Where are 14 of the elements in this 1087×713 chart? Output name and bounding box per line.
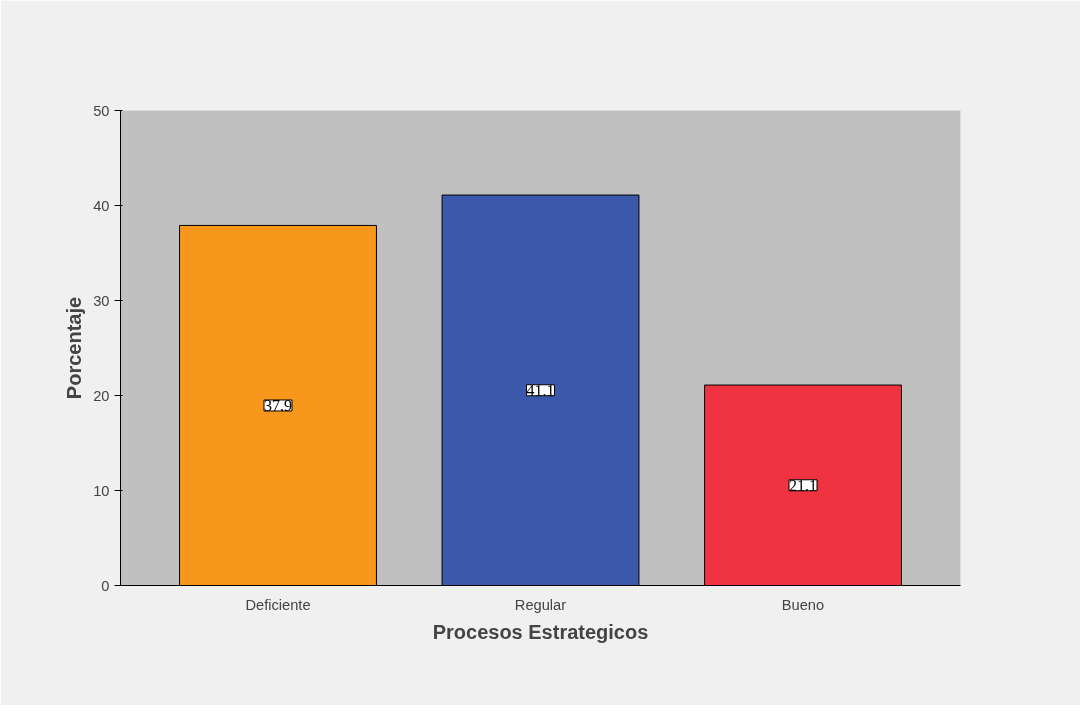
y-tick-label: 40 — [93, 197, 110, 214]
x-axis-title: Procesos Estrategicos — [432, 620, 649, 643]
data-label: 41.1 — [526, 381, 555, 399]
y-axis-title: Porcentaje — [63, 296, 86, 400]
y-tick-label: 0 — [101, 577, 110, 594]
y-tick-label: 20 — [93, 387, 110, 404]
y-tick-label: 10 — [93, 482, 110, 499]
data-label: 21.1 — [789, 476, 817, 494]
y-tick-label: 30 — [93, 292, 110, 309]
x-tick-label: Bueno — [781, 596, 825, 613]
x-tick-label: Deficiente — [245, 596, 311, 613]
data-label: 37.9 — [264, 396, 292, 414]
x-tick-label: Regular — [514, 596, 567, 613]
y-tick-label: 50 — [93, 102, 110, 119]
